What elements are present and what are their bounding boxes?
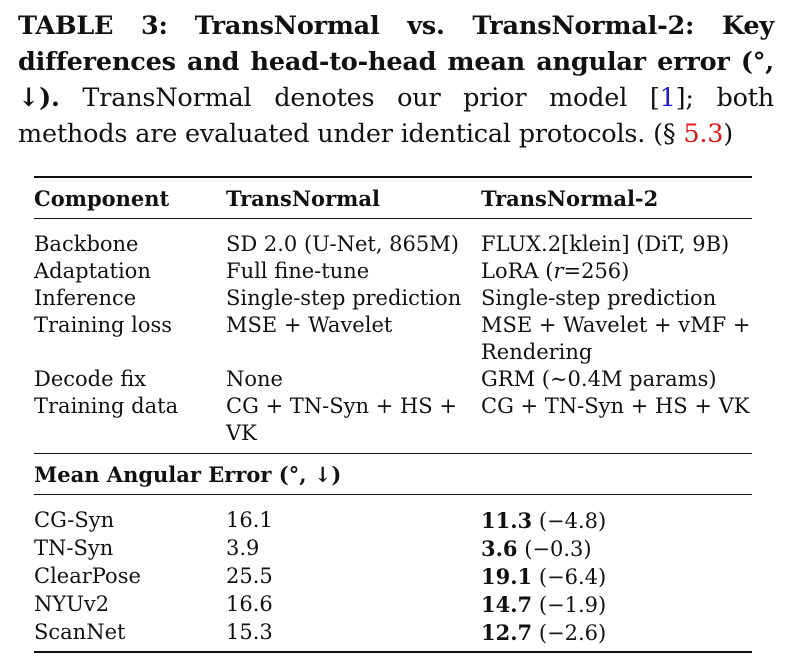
cell-component: Inference xyxy=(34,286,137,310)
caption-title: TransNormal vs. TransNormal-2: Key diffe… xyxy=(18,11,775,113)
component-block: Backbone SD 2.0 (U-Net, 865M) FLUX.2[kle… xyxy=(34,219,752,453)
table-row: Training data CG + TN-Syn + HS + VK CG +… xyxy=(34,393,752,447)
caption-label: TABLE 3: xyxy=(18,11,168,41)
delta-value: (−6.4) xyxy=(538,565,607,589)
cell-transnormal: CG + TN-Syn + HS + VK xyxy=(226,394,457,445)
lora-prefix: LoRA ( xyxy=(481,259,554,283)
section-title-rule xyxy=(34,494,752,495)
cell-transnormal-2: MSE + Wavelet + vMF + Rendering xyxy=(481,313,751,364)
delta-value: (−1.9) xyxy=(538,593,607,617)
delta-value: (−4.8) xyxy=(538,509,607,533)
citation-link[interactable]: 1 xyxy=(659,83,676,113)
cell-dataset: ScanNet xyxy=(34,620,126,644)
top-rule xyxy=(34,176,752,178)
cell-transnormal-2-error: 3.6 (−0.3) xyxy=(481,535,752,563)
lora-suffix: =256) xyxy=(563,259,630,283)
lora-rank-var: r xyxy=(553,259,564,283)
cell-transnormal-2: GRM (∼0.4M params) xyxy=(481,367,717,391)
cell-dataset: ClearPose xyxy=(34,564,141,588)
comparison-table: Component TransNormal TransNormal-2 Back… xyxy=(34,176,752,653)
cell-transnormal-2: CG + TN-Syn + HS + VK xyxy=(481,394,750,418)
best-value: 14.7 xyxy=(481,592,533,617)
cell-transnormal-2-error: 14.7 (−1.9) xyxy=(481,591,752,619)
cell-transnormal: Single-step prediction xyxy=(226,286,462,310)
section-rule xyxy=(34,453,752,454)
table-row: ClearPose 25.5 19.1 (−6.4) xyxy=(34,563,752,591)
best-value: 3.6 xyxy=(481,536,518,561)
table-row: ScanNet 15.3 12.7 (−2.6) xyxy=(34,619,752,647)
table-row: Inference Single-step prediction Single-… xyxy=(34,285,752,312)
cell-component: Training loss xyxy=(34,313,173,337)
caption-text-1: TransNormal denotes our prior model [ xyxy=(82,83,660,113)
cell-dataset: TN-Syn xyxy=(34,536,114,560)
cell-transnormal-2-error: 12.7 (−2.6) xyxy=(481,619,752,647)
best-value: 11.3 xyxy=(481,508,533,533)
header-component: Component xyxy=(34,185,170,211)
cell-transnormal-2-error: 19.1 (−6.4) xyxy=(481,563,752,591)
error-block: CG-Syn 16.1 11.3 (−4.8) TN-Syn 3.9 3.6 (… xyxy=(34,495,752,651)
cell-component: Backbone xyxy=(34,232,139,256)
cell-transnormal-error: 16.6 xyxy=(226,592,273,616)
table-row: Adaptation Full fine-tune LoRA (r=256) xyxy=(34,258,752,285)
table-row: Training loss MSE + Wavelet MSE + Wavele… xyxy=(34,312,752,366)
table-row: Backbone SD 2.0 (U-Net, 865M) FLUX.2[kle… xyxy=(34,231,752,258)
cell-transnormal-2-error: 11.3 (−4.8) xyxy=(481,507,752,535)
cell-transnormal-error: 3.9 xyxy=(226,536,260,560)
cell-transnormal-error: 16.1 xyxy=(226,508,273,532)
cell-dataset: NYUv2 xyxy=(34,592,110,616)
cell-transnormal: None xyxy=(226,367,283,391)
cell-transnormal-error: 25.5 xyxy=(226,564,273,588)
cell-transnormal-2: Single-step prediction xyxy=(481,286,717,310)
cell-component: Decode fix xyxy=(34,367,147,391)
header-rule xyxy=(34,218,752,219)
caption-text-2: ]; both methods are evaluated under iden… xyxy=(18,83,774,149)
cell-transnormal-error: 15.3 xyxy=(226,620,273,644)
table-row: Decode fix None GRM (∼0.4M params) xyxy=(34,366,752,393)
cell-transnormal: Full fine-tune xyxy=(226,259,370,283)
bottom-rule xyxy=(34,651,752,653)
caption-text-3: ) xyxy=(723,119,734,149)
cell-transnormal: MSE + Wavelet xyxy=(226,313,393,337)
delta-value: (−2.6) xyxy=(538,621,607,645)
cell-transnormal-2: FLUX.2[klein] (DiT, 9B) xyxy=(481,232,730,256)
best-value: 19.1 xyxy=(481,564,533,589)
best-value: 12.7 xyxy=(481,620,533,645)
table-caption: TABLE 3: TransNormal vs. TransNormal-2: … xyxy=(18,8,774,152)
header-transnormal: TransNormal xyxy=(226,185,380,211)
header-transnormal-2: TransNormal-2 xyxy=(481,185,659,211)
table-row: NYUv2 16.6 14.7 (−1.9) xyxy=(34,591,752,619)
delta-value: (−0.3) xyxy=(524,537,592,561)
header-row: Component TransNormal TransNormal-2 xyxy=(34,178,752,218)
cell-component: Training data xyxy=(34,394,179,418)
table-row: TN-Syn 3.9 3.6 (−0.3) xyxy=(34,535,752,563)
cell-dataset: CG-Syn xyxy=(34,508,115,532)
error-section-title: Mean Angular Error (°, ↓) xyxy=(34,461,342,487)
cell-transnormal: SD 2.0 (U-Net, 865M) xyxy=(226,232,459,256)
section-ref-link[interactable]: 5.3 xyxy=(683,119,724,149)
table-row: CG-Syn 16.1 11.3 (−4.8) xyxy=(34,507,752,535)
cell-transnormal-2: LoRA (r=256) xyxy=(481,258,752,285)
cell-component: Adaptation xyxy=(34,259,151,283)
